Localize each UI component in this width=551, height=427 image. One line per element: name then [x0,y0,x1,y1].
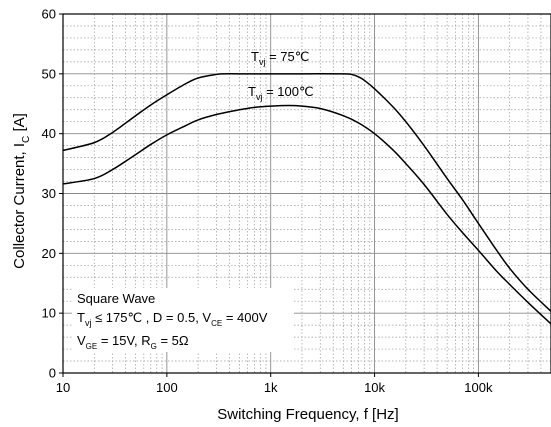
annotation-line-2-a: ≤ 175℃ , D = 0.5, V [91,310,211,325]
series-label-100: Tvj = 100℃ [248,84,314,102]
annotation-background [72,288,294,352]
y-tick-label: 30 [42,186,56,201]
y-tick-label: 60 [42,7,56,22]
x-tick-label: 100k [464,380,493,395]
x-axis-label: Switching Frequency, f [Hz] [217,406,398,423]
x-tick-label: 1k [264,380,278,395]
y-axis-label: Collector Current, IC [A] [11,113,32,269]
annotation-line-3-r-sub: G [151,342,157,351]
annotation-line-3-b: = 5Ω [157,333,189,348]
annotation-line-2-t: T [77,310,85,325]
annotation-line-3-v: V [77,333,86,348]
series-label-75-suffix: = 75℃ [265,49,309,64]
series-line-0 [63,73,551,312]
annotation-line-2-v-sub: CE [211,319,222,328]
annotation-line-3: VGE = 15V, RG = 5Ω [77,333,189,351]
x-tick-label: 10 [56,380,70,395]
series-line-1 [63,104,551,325]
y-tick-label: 40 [42,126,56,141]
series-label-100-sub: vj [256,92,263,102]
y-tick-label: 50 [42,66,56,81]
annotation-line-2-b: = 400V [222,310,268,325]
x-tick-label: 10k [364,380,385,395]
annotation-line-2: Tvj ≤ 175℃ , D = 0.5, VCE = 400V [77,310,268,328]
series-label-100-suffix: = 100℃ [262,84,313,99]
y-tick-label: 10 [42,306,56,321]
series-label-75-sub: vj [259,57,266,67]
y-tick-label: 0 [49,366,56,381]
annotation-line-2-t-sub: vj [85,318,92,328]
annotation-line-3-a: = 15V, R [97,333,150,348]
annotation-line-3-v-sub: GE [86,342,98,351]
y-tick-label: 20 [42,246,56,261]
series-label-75-prefix: T [251,49,259,64]
series-layer [63,73,551,325]
annotation-line-1: Square Wave [77,291,155,306]
x-tick-label: 100 [156,380,178,395]
series-label-100-prefix: T [248,84,256,99]
y-axis-label-main: Collector Current, I [11,143,28,269]
y-axis-label-unit: [A] [11,113,28,136]
series-label-75: Tvj = 75℃ [251,49,309,67]
y-axis-label-sub: C [21,136,32,143]
